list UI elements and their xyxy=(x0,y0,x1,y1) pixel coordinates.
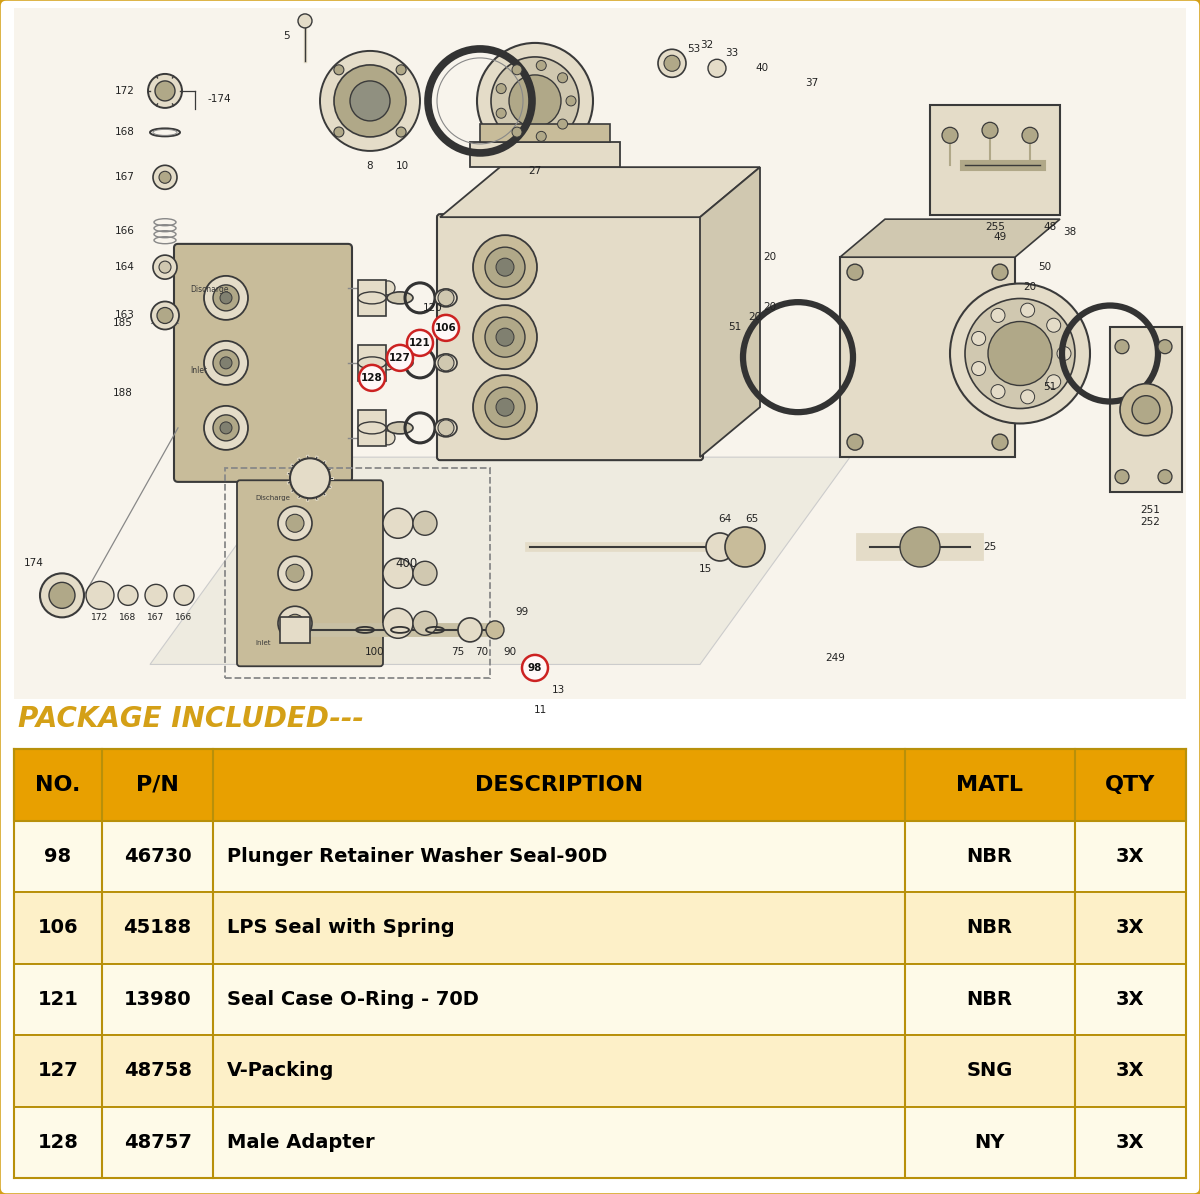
Circle shape xyxy=(413,561,437,585)
Polygon shape xyxy=(700,167,760,457)
Text: MATL: MATL xyxy=(956,775,1024,795)
Circle shape xyxy=(433,315,458,340)
Circle shape xyxy=(334,127,344,137)
Circle shape xyxy=(214,414,239,441)
Text: 8: 8 xyxy=(367,161,373,171)
Text: 249: 249 xyxy=(826,653,845,663)
Text: 174: 174 xyxy=(24,559,44,568)
Bar xyxy=(840,257,1015,457)
Circle shape xyxy=(485,318,526,357)
Text: 64: 64 xyxy=(719,513,732,524)
Circle shape xyxy=(386,345,413,371)
Text: 255: 255 xyxy=(985,222,1004,233)
Circle shape xyxy=(473,306,538,369)
Text: 167: 167 xyxy=(115,172,134,183)
Text: 37: 37 xyxy=(805,79,818,88)
Circle shape xyxy=(725,527,766,567)
Text: 53: 53 xyxy=(688,44,701,54)
Circle shape xyxy=(558,73,568,82)
Circle shape xyxy=(413,611,437,635)
Bar xyxy=(930,105,1060,215)
Text: 20: 20 xyxy=(1024,282,1037,293)
Circle shape xyxy=(204,276,248,320)
Bar xyxy=(14,892,1186,964)
Bar xyxy=(226,468,490,678)
Circle shape xyxy=(118,585,138,605)
Text: 32: 32 xyxy=(701,41,714,50)
Circle shape xyxy=(972,332,985,345)
Ellipse shape xyxy=(358,421,386,433)
Text: NBR: NBR xyxy=(967,990,1013,1009)
Text: 3X: 3X xyxy=(1116,1061,1145,1081)
Text: 98: 98 xyxy=(528,663,542,673)
Circle shape xyxy=(278,607,312,640)
Text: 172: 172 xyxy=(115,86,134,96)
FancyBboxPatch shape xyxy=(437,214,703,460)
Circle shape xyxy=(485,387,526,427)
Circle shape xyxy=(496,84,506,93)
Circle shape xyxy=(413,511,437,535)
Text: 172: 172 xyxy=(91,613,108,622)
Circle shape xyxy=(992,435,1008,450)
Circle shape xyxy=(991,308,1006,322)
Text: 46730: 46730 xyxy=(124,847,191,866)
Bar xyxy=(358,345,386,381)
Circle shape xyxy=(486,621,504,639)
Bar xyxy=(358,279,386,316)
Circle shape xyxy=(1158,469,1172,484)
Text: DESCRIPTION: DESCRIPTION xyxy=(475,775,643,795)
Circle shape xyxy=(950,283,1090,424)
Circle shape xyxy=(86,581,114,609)
Bar xyxy=(14,749,1186,820)
Text: 38: 38 xyxy=(1063,227,1076,238)
Circle shape xyxy=(458,618,482,642)
Bar xyxy=(14,1035,1186,1107)
Circle shape xyxy=(174,585,194,605)
Circle shape xyxy=(473,375,538,439)
Circle shape xyxy=(536,61,546,70)
Circle shape xyxy=(847,264,863,281)
Circle shape xyxy=(566,96,576,106)
Circle shape xyxy=(298,14,312,27)
Bar xyxy=(14,8,1186,698)
Text: 5: 5 xyxy=(283,31,290,41)
Circle shape xyxy=(158,171,172,184)
Ellipse shape xyxy=(386,357,413,369)
Text: 33: 33 xyxy=(725,48,739,59)
Circle shape xyxy=(473,235,538,300)
Text: 40: 40 xyxy=(756,63,768,73)
Circle shape xyxy=(383,509,413,538)
Text: NO.: NO. xyxy=(35,775,80,795)
Circle shape xyxy=(991,384,1006,399)
Circle shape xyxy=(522,654,548,681)
Text: Male Adapter: Male Adapter xyxy=(227,1133,374,1152)
Circle shape xyxy=(286,515,304,533)
Text: 3X: 3X xyxy=(1116,847,1145,866)
Circle shape xyxy=(382,431,395,445)
Text: 50: 50 xyxy=(1038,263,1051,272)
Circle shape xyxy=(1057,346,1072,361)
Text: 127: 127 xyxy=(37,1061,78,1081)
Text: 167: 167 xyxy=(148,613,164,622)
Circle shape xyxy=(220,357,232,369)
Text: 3X: 3X xyxy=(1116,918,1145,937)
Text: 70: 70 xyxy=(475,647,488,657)
Polygon shape xyxy=(840,220,1060,257)
Text: 168: 168 xyxy=(115,128,134,137)
Text: 75: 75 xyxy=(451,647,464,657)
Text: -174: -174 xyxy=(208,94,230,104)
Circle shape xyxy=(1115,340,1129,353)
Circle shape xyxy=(992,264,1008,281)
Circle shape xyxy=(491,57,580,144)
Circle shape xyxy=(1021,389,1034,404)
Circle shape xyxy=(512,64,522,75)
Circle shape xyxy=(145,584,167,607)
Text: 185: 185 xyxy=(113,318,133,328)
Circle shape xyxy=(382,281,395,295)
Circle shape xyxy=(438,420,454,436)
Text: 163: 163 xyxy=(115,310,134,320)
Circle shape xyxy=(900,527,940,567)
Text: 164: 164 xyxy=(115,263,134,272)
Text: 98: 98 xyxy=(44,847,72,866)
